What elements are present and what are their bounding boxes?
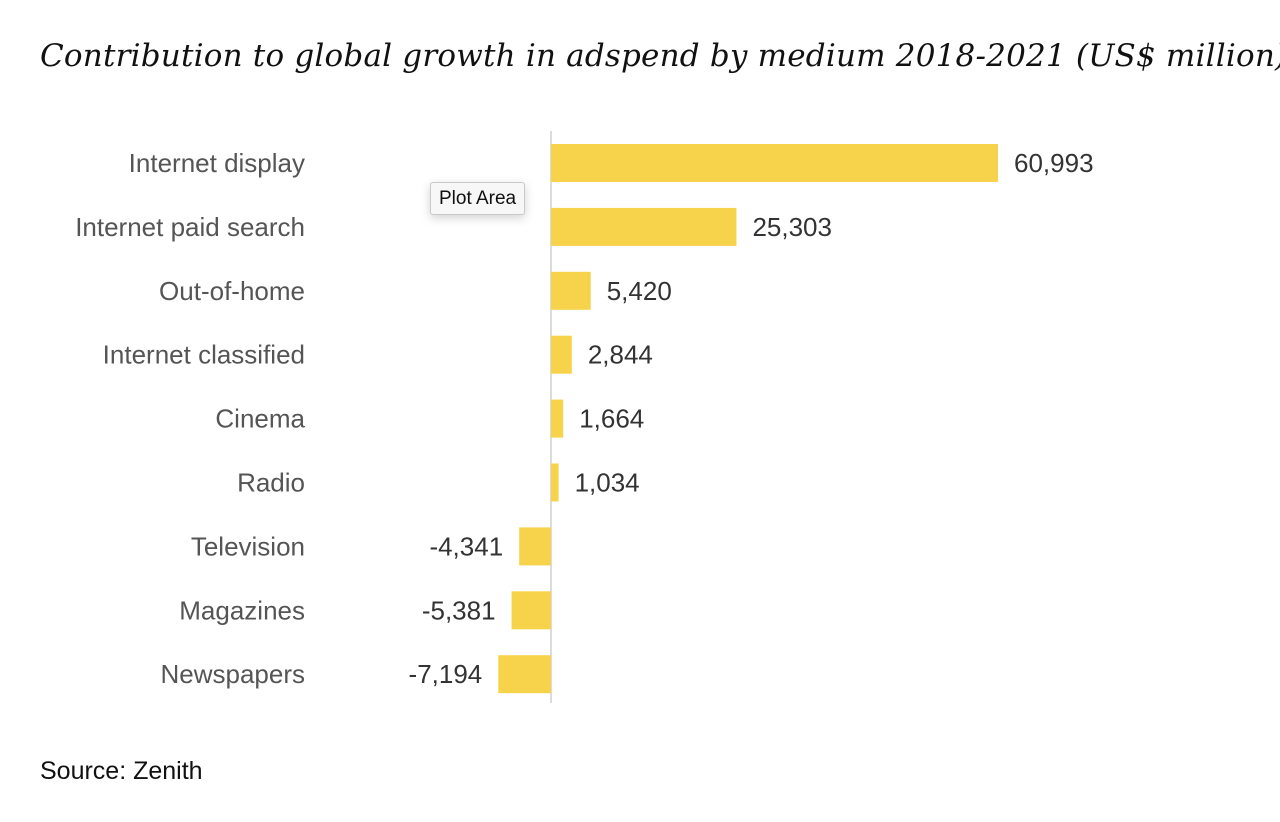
category-label: Radio xyxy=(237,468,305,498)
category-label: Internet classified xyxy=(103,340,305,370)
category-label: Internet display xyxy=(129,148,305,178)
bar-newspapers[interactable] xyxy=(498,655,551,694)
chart-title: Contribution to global growth in adspend… xyxy=(40,38,1280,74)
value-label: 2,844 xyxy=(588,340,653,370)
category-label: Cinema xyxy=(215,404,305,434)
value-label: -7,194 xyxy=(409,659,483,689)
category-label: Newspapers xyxy=(160,659,305,689)
value-label: -4,341 xyxy=(429,531,503,561)
value-label: -5,381 xyxy=(422,595,496,625)
value-label: 5,420 xyxy=(607,276,672,306)
category-label: Magazines xyxy=(179,595,305,625)
bar-internet-classified[interactable] xyxy=(551,335,572,374)
value-label: 1,034 xyxy=(575,468,640,498)
value-label: 60,993 xyxy=(1014,148,1094,178)
source-note: Source: Zenith xyxy=(40,757,203,785)
bar-internet-display[interactable] xyxy=(551,144,998,182)
bar-internet-paid-search[interactable] xyxy=(551,207,737,246)
bar-television[interactable] xyxy=(519,527,551,566)
value-label: 25,303 xyxy=(752,212,832,242)
bar-magazines[interactable] xyxy=(511,591,551,630)
category-label: Out-of-home xyxy=(159,276,305,306)
bar-radio[interactable] xyxy=(551,463,559,502)
category-label: Television xyxy=(191,531,305,561)
bar-out-of-home[interactable] xyxy=(551,271,591,310)
value-label: 1,664 xyxy=(579,404,644,434)
plot-area-tooltip: Plot Area xyxy=(430,182,526,215)
category-label: Internet paid search xyxy=(75,212,305,242)
bar-cinema[interactable] xyxy=(551,399,564,438)
